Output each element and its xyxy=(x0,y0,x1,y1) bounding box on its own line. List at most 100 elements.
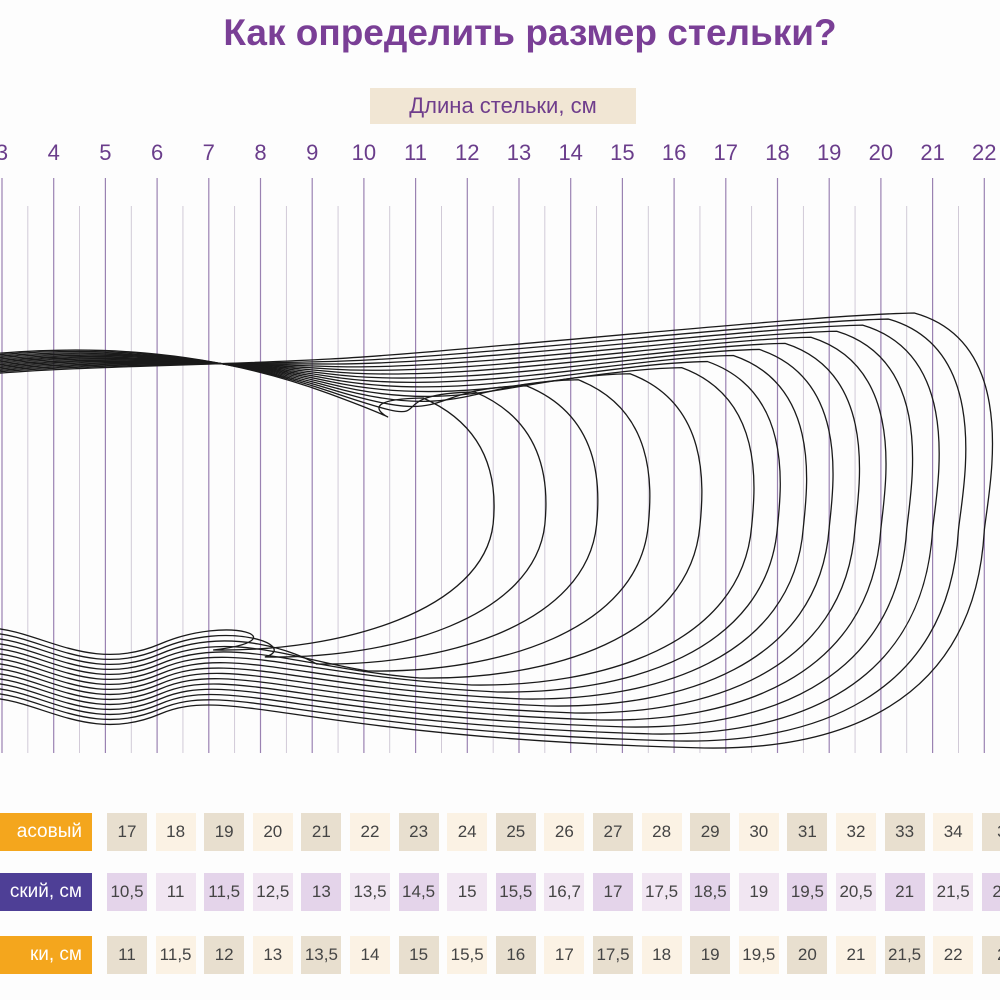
size-cell: 25 xyxy=(495,813,536,851)
size-row-label-text: ский, см xyxy=(9,881,82,902)
insole-outline-16.5 xyxy=(0,354,703,679)
insole-outline-19.5 xyxy=(0,342,861,714)
size-row-label: ский, см xyxy=(0,873,92,911)
size-row: ский, см 10,5 11 11,5 12,5 13 13,5 14,5 15 15,5 16… xyxy=(0,873,1000,911)
size-cell: 26 xyxy=(544,813,585,851)
size-cell: 20 xyxy=(252,813,293,851)
size-cell: 13 xyxy=(301,873,342,911)
size-cell: 13,5 xyxy=(301,936,342,974)
insole-outline-20 xyxy=(0,336,887,721)
size-cell: 20,5 xyxy=(836,873,876,911)
size-cell: 16,7 xyxy=(544,873,585,911)
size-cell: 19 xyxy=(738,873,779,911)
x-tick-label: 11 xyxy=(404,140,428,165)
size-cell: 28 xyxy=(641,813,682,851)
size-cell: 23 xyxy=(398,813,439,851)
size-cell: 24 xyxy=(447,813,488,851)
insole-outline-18 xyxy=(0,357,781,693)
size-cell: 19,5 xyxy=(787,873,828,911)
insole-outline-19 xyxy=(0,348,834,707)
size-row-label-text: асовый xyxy=(16,821,82,842)
size-cell: 31 xyxy=(787,813,828,851)
size-cell: 11,5 xyxy=(155,936,196,974)
size-cell: 15 xyxy=(398,936,439,974)
x-tick-label: 13 xyxy=(506,140,532,165)
x-tick-label: 4 xyxy=(47,140,60,165)
size-cell: 21,5 xyxy=(933,873,974,911)
size-cell: 19 xyxy=(690,936,731,974)
size-cell: 13,5 xyxy=(350,873,390,911)
size-cell: 21 xyxy=(836,936,876,974)
size-cell: 22 xyxy=(933,936,974,974)
size-row-label: ки, см xyxy=(0,936,92,974)
size-cell: 21 xyxy=(884,873,925,911)
x-tick-label: 20 xyxy=(868,140,894,165)
insole-outline-20.5 xyxy=(0,330,914,728)
insole-outline-22 xyxy=(0,312,994,749)
size-cell: 3 xyxy=(981,813,1000,851)
x-tick-label: 21 xyxy=(920,140,945,165)
size-cell: 21,5 xyxy=(884,936,925,974)
size-cell: 29 xyxy=(690,813,731,851)
size-cell: 19,5 xyxy=(738,936,779,974)
size-cell: 2 xyxy=(981,936,1000,974)
x-tick-label: 17 xyxy=(713,140,739,165)
size-cell: 14,5 xyxy=(398,873,439,911)
insole-outline-12.5 xyxy=(0,349,495,655)
size-cell: 11 xyxy=(107,936,147,974)
size-cell: 11 xyxy=(155,873,196,911)
size-cell: 18 xyxy=(641,936,682,974)
size-cell: 17,5 xyxy=(641,873,682,911)
x-axis-label: Длина стельки, см xyxy=(370,88,636,124)
size-row: асовый 17 18 19 20 21 22 23 24 25 26 27 28 29 30 31 32 33… xyxy=(0,813,1000,851)
x-tick-label: 3 xyxy=(0,140,9,165)
size-cell: 15,5 xyxy=(447,936,488,974)
size-cell: 22 xyxy=(981,873,1000,911)
size-cell: 27 xyxy=(593,813,633,851)
insole-outline-17.5 xyxy=(0,355,755,686)
page-title: Как определить размер стельки? xyxy=(223,12,837,53)
size-cell: 10,5 xyxy=(107,873,147,911)
insole-outline-18.5 xyxy=(0,354,808,700)
size-row-label: асовый xyxy=(0,813,92,851)
x-tick-label: 12 xyxy=(455,140,480,165)
x-tick-label: 6 xyxy=(150,140,164,165)
x-tick-label: 9 xyxy=(306,140,319,165)
size-cell: 17 xyxy=(107,813,147,851)
size-cell: 12 xyxy=(204,936,245,974)
insole-outline-21 xyxy=(0,324,940,735)
size-row: ки, см 11 11,5 12 13 13,5 14 15 15,5 16 17 17,5 18 19… xyxy=(0,936,1000,974)
size-cell: 13 xyxy=(252,936,293,974)
x-tick-label: 7 xyxy=(202,140,215,165)
x-tick-label: 14 xyxy=(558,140,583,165)
x-tick-label: 18 xyxy=(765,140,790,165)
insole-outline-21.5 xyxy=(0,318,967,742)
size-cell: 32 xyxy=(836,813,876,851)
x-tick-label: 16 xyxy=(661,140,687,165)
size-cell: 16 xyxy=(495,936,536,974)
size-cell: 17,5 xyxy=(593,936,633,974)
x-tick-label: 19 xyxy=(816,140,842,165)
size-cell: 34 xyxy=(933,813,974,851)
size-cell: 15 xyxy=(447,873,488,911)
size-cell: 18 xyxy=(155,813,196,851)
x-tick-label: 5 xyxy=(99,140,112,165)
size-cell: 15,5 xyxy=(495,873,536,911)
x-tick-label: 15 xyxy=(610,140,635,165)
size-cell: 17 xyxy=(593,873,633,911)
size-cell: 30 xyxy=(738,813,779,851)
x-tick-label: 22 xyxy=(972,140,997,165)
x-tick-label: 10 xyxy=(351,140,377,165)
size-cell: 33 xyxy=(884,813,925,851)
size-row-label-text: ки, см xyxy=(29,944,82,965)
size-cell: 21 xyxy=(301,813,342,851)
size-cell: 14 xyxy=(350,936,390,974)
size-cell: 17 xyxy=(544,936,585,974)
insole-outline-chart xyxy=(0,178,994,753)
insole-outline-14.5 xyxy=(0,352,599,665)
size-cell: 18,5 xyxy=(690,873,731,911)
x-tick-label: 8 xyxy=(254,140,267,165)
insole-outline-15.5 xyxy=(0,353,651,672)
size-cell: 22 xyxy=(350,813,390,851)
size-cell: 19 xyxy=(204,813,245,851)
